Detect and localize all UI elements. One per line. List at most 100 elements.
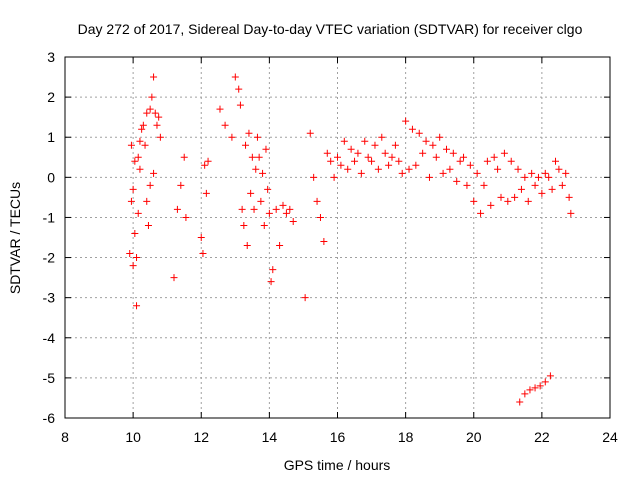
data-point [402,117,410,125]
data-point [133,302,141,310]
data-point [371,141,379,149]
data-point [470,197,478,205]
data-point [344,165,352,173]
y-tick-labels: 3 2 1 0 -1 -2 -3 -4 -5 -6 [43,49,56,426]
data-point [276,242,284,250]
y-tick-label: -1 [43,209,56,225]
x-tick-label: 22 [534,429,550,445]
data-point [146,181,154,189]
data-point [391,141,399,149]
chart-title: Day 272 of 2017, Sidereal Day-to-day VTE… [78,21,583,37]
data-point [282,209,290,217]
data-point [272,205,280,213]
data-point [310,173,318,181]
data-point [238,205,246,213]
data-point [228,133,236,141]
y-tick-label: 1 [47,129,55,145]
data-point [494,165,502,173]
data-point [337,161,345,169]
data-point [521,173,529,181]
data-point [148,93,156,101]
data-point [153,121,161,129]
data-point [260,221,268,229]
data-point [545,173,553,181]
data-point [439,169,447,177]
data-point [552,157,559,165]
data-point [150,73,158,81]
data-point [255,153,263,161]
data-point [511,193,519,201]
data-point [480,181,488,189]
data-point [156,133,164,141]
data-point [146,105,154,113]
data-point [463,181,471,189]
data-point [456,157,464,165]
data-point [477,209,485,217]
data-point [131,157,139,165]
data-point [248,153,256,161]
data-point [144,221,152,229]
data-point [279,201,287,209]
data-point [253,133,261,141]
y-tick-label: -4 [43,330,56,346]
data-point [562,169,570,177]
data-point [446,165,454,173]
data-point [150,169,158,177]
data-point [306,129,314,137]
data-point [412,161,420,169]
data-point [240,221,248,229]
data-point [490,153,498,161]
data-point [182,213,190,221]
data-point [127,141,135,149]
data-point [202,189,210,197]
data-point [170,274,178,282]
data-point [531,384,539,392]
y-tick-label: 2 [47,89,55,105]
data-point [483,157,491,165]
y-tick-label: -6 [43,410,56,426]
data-point [133,254,141,262]
data-point [516,398,524,406]
data-point [521,390,529,398]
data-point [526,386,534,394]
data-point [243,242,251,250]
data-point [378,133,386,141]
data-point [143,197,151,205]
data-point [269,266,277,274]
data-point [405,165,413,173]
x-tick-label: 14 [262,429,278,445]
x-tick-label: 16 [330,429,346,445]
data-point [180,153,188,161]
data-point [504,197,512,205]
x-tick-label: 20 [466,429,482,445]
data-point [242,141,250,149]
data-point [216,105,224,113]
data-point [567,209,575,217]
data-point [262,145,270,153]
data-point [534,173,542,181]
data-point [141,141,149,149]
y-tick-label: -2 [43,250,56,266]
data-point [541,378,549,386]
data-point [286,205,294,213]
data-point [354,149,362,157]
data-point [301,294,309,302]
data-point [323,149,331,157]
data-point [173,205,181,213]
data-point [368,157,376,165]
data-point [199,250,207,258]
data-point [364,153,372,161]
data-point [351,157,359,165]
data-point [395,157,403,165]
data-point [201,161,209,169]
data-point [127,197,135,205]
data-point [177,181,185,189]
data-point [357,169,365,177]
data-point [247,189,255,197]
y-tick-label: -5 [43,370,56,386]
data-point [340,137,348,145]
data-point [429,141,437,149]
data-point [143,109,151,117]
data-point [264,185,272,193]
